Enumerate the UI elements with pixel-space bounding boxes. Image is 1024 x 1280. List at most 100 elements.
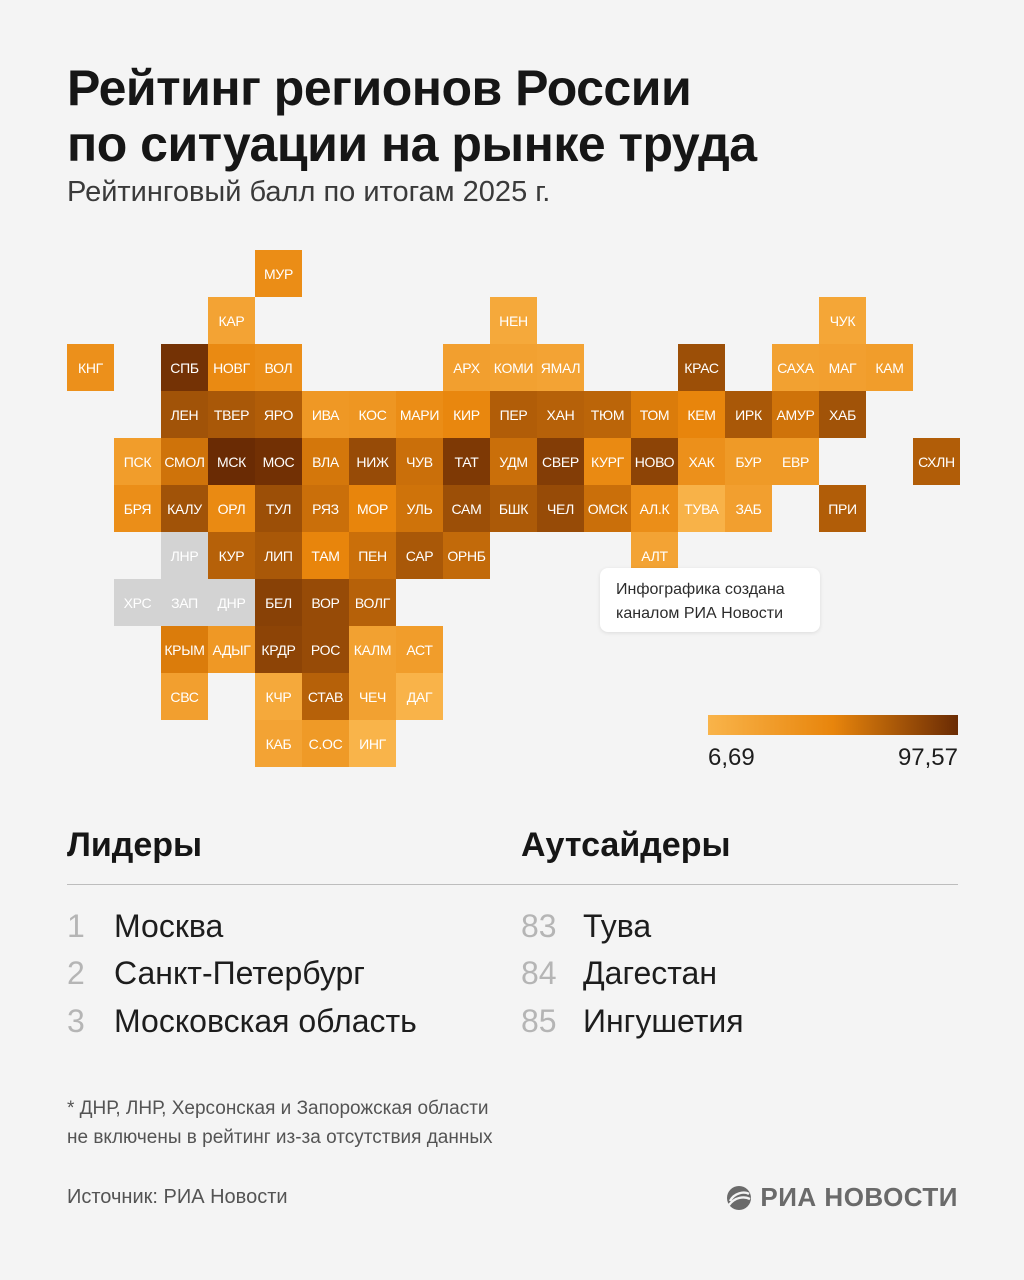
region-tile: ОМСК	[584, 485, 631, 532]
region-tile: ЗАБ	[725, 485, 772, 532]
source-label: Источник: РИА Новости	[67, 1186, 288, 1208]
region-tile: СВС	[161, 673, 208, 720]
region-tile: ПСК	[114, 438, 161, 485]
outsider-rank: 83	[521, 908, 557, 944]
credit-note-line-1: Инфографика создана	[616, 581, 785, 598]
region-tile: КАР	[208, 297, 255, 344]
region-tile: ЛЕН	[161, 391, 208, 438]
legend-min-label: 6,69	[708, 744, 755, 771]
region-tile: КАМ	[866, 344, 913, 391]
divider	[67, 884, 958, 885]
region-tile: МАРИ	[396, 391, 443, 438]
leader-name: Москва	[114, 908, 224, 944]
outsider-item: 83 Тува	[521, 906, 651, 946]
region-tile: КОМИ	[490, 344, 537, 391]
region-tile: РЯЗ	[302, 485, 349, 532]
region-tile: НОВГ	[208, 344, 255, 391]
outsider-rank: 85	[521, 1003, 557, 1039]
outsider-rank: 84	[521, 955, 557, 991]
region-tile: ОРЛ	[208, 485, 255, 532]
region-tile: САМ	[443, 485, 490, 532]
region-tile: ВОР	[302, 579, 349, 626]
region-tile: МУР	[255, 250, 302, 297]
outsider-name: Дагестан	[583, 955, 717, 991]
page-subtitle: Рейтинговый балл по итогам 2025 г.	[67, 176, 551, 208]
region-tile: БЕЛ	[255, 579, 302, 626]
leader-item: 3 Московская область	[67, 1001, 417, 1041]
region-tile: СМОЛ	[161, 438, 208, 485]
legend-gradient-bar	[708, 715, 958, 735]
region-tile: КРЫМ	[161, 626, 208, 673]
region-tile: МОС	[255, 438, 302, 485]
footnote-line-1: * ДНР, ЛНР, Херсонская и Запорожская обл…	[67, 1098, 489, 1119]
brand-name: РИА НОВОСТИ	[760, 1182, 958, 1212]
region-tile: ИВА	[302, 391, 349, 438]
footnote-line-2: не включены в рейтинг из-за отсутствия д…	[67, 1127, 493, 1148]
region-tile: АСТ	[396, 626, 443, 673]
region-tile: ПЕР	[490, 391, 537, 438]
region-tile: ИРК	[725, 391, 772, 438]
region-tile: ХАБ	[819, 391, 866, 438]
region-tile: АДЫГ	[208, 626, 255, 673]
brand-logo: РИА НОВОСТИ	[726, 1182, 958, 1213]
region-tile: КЧР	[255, 673, 302, 720]
title-line-1: Рейтинг регионов России	[67, 60, 692, 116]
region-tile: ЧУВ	[396, 438, 443, 485]
region-tile: КАЛУ	[161, 485, 208, 532]
region-tile: ТУЛ	[255, 485, 302, 532]
region-tile: ДАГ	[396, 673, 443, 720]
region-tile: ЯРО	[255, 391, 302, 438]
region-tile: ИНГ	[349, 720, 396, 767]
region-tile: ХАК	[678, 438, 725, 485]
region-tile: ЛИП	[255, 532, 302, 579]
outsider-name: Тува	[583, 908, 652, 944]
region-tile: КЕМ	[678, 391, 725, 438]
region-tile: ОРНБ	[443, 532, 490, 579]
outsiders-heading: Аутсайдеры	[521, 826, 731, 864]
region-tile: ЕВР	[772, 438, 819, 485]
region-tile: УДМ	[490, 438, 537, 485]
region-tile: ЯМАЛ	[537, 344, 584, 391]
region-tile: СПБ	[161, 344, 208, 391]
region-tile: ПЕН	[349, 532, 396, 579]
region-tile: АМУР	[772, 391, 819, 438]
legend-max-label: 97,57	[897, 744, 958, 771]
leader-name: Московская область	[114, 1003, 417, 1039]
leader-rank: 3	[67, 1003, 85, 1039]
footnote: * ДНР, ЛНР, Херсонская и Запорожская обл…	[67, 1094, 587, 1152]
region-tile: РОС	[302, 626, 349, 673]
region-tile: ТВЕР	[208, 391, 255, 438]
region-tile: КУР	[208, 532, 255, 579]
leader-rank: 1	[67, 908, 85, 944]
region-tile: МСК	[208, 438, 255, 485]
region-tile: БУР	[725, 438, 772, 485]
region-tile: ЧЕЧ	[349, 673, 396, 720]
credit-note: Инфографика создана каналом РИА Новости	[600, 568, 820, 632]
leader-name: Санкт-Петербург	[114, 955, 365, 991]
region-tile: НИЖ	[349, 438, 396, 485]
page-title: Рейтинг регионов России по ситуации на р…	[67, 60, 947, 172]
region-tile: БРЯ	[114, 485, 161, 532]
region-tile: КОС	[349, 391, 396, 438]
title-line-2: по ситуации на рынке труда	[67, 116, 757, 172]
region-tile: ВОЛ	[255, 344, 302, 391]
tile-map: МУР КАР НЕН ЧУК КНГ СПБ НОВГ ВОЛ АРХ КОМИ ЯМАЛ КРАС…	[67, 250, 960, 767]
region-tile: АРХ	[443, 344, 490, 391]
outsider-item: 84 Дагестан	[521, 953, 717, 993]
region-tile: КУРГ	[584, 438, 631, 485]
region-tile: ВЛА	[302, 438, 349, 485]
region-tile: ТОМ	[631, 391, 678, 438]
region-tile: КРАС	[678, 344, 725, 391]
region-tile: ПРИ	[819, 485, 866, 532]
region-tile: ВОЛГ	[349, 579, 396, 626]
region-tile: УЛЬ	[396, 485, 443, 532]
region-tile: ХАН	[537, 391, 584, 438]
region-tile: МОР	[349, 485, 396, 532]
region-tile: КАБ	[255, 720, 302, 767]
leader-item: 2 Санкт-Петербург	[67, 953, 365, 993]
region-tile: ТУВА	[678, 485, 725, 532]
region-tile: ТЮМ	[584, 391, 631, 438]
leaders-heading: Лидеры	[67, 826, 203, 864]
region-tile: КРДР	[255, 626, 302, 673]
region-tile: КНГ	[67, 344, 114, 391]
